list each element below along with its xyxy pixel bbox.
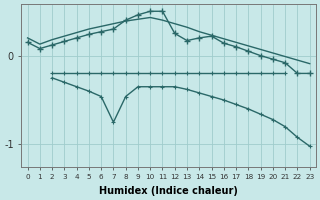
X-axis label: Humidex (Indice chaleur): Humidex (Indice chaleur) (99, 186, 238, 196)
